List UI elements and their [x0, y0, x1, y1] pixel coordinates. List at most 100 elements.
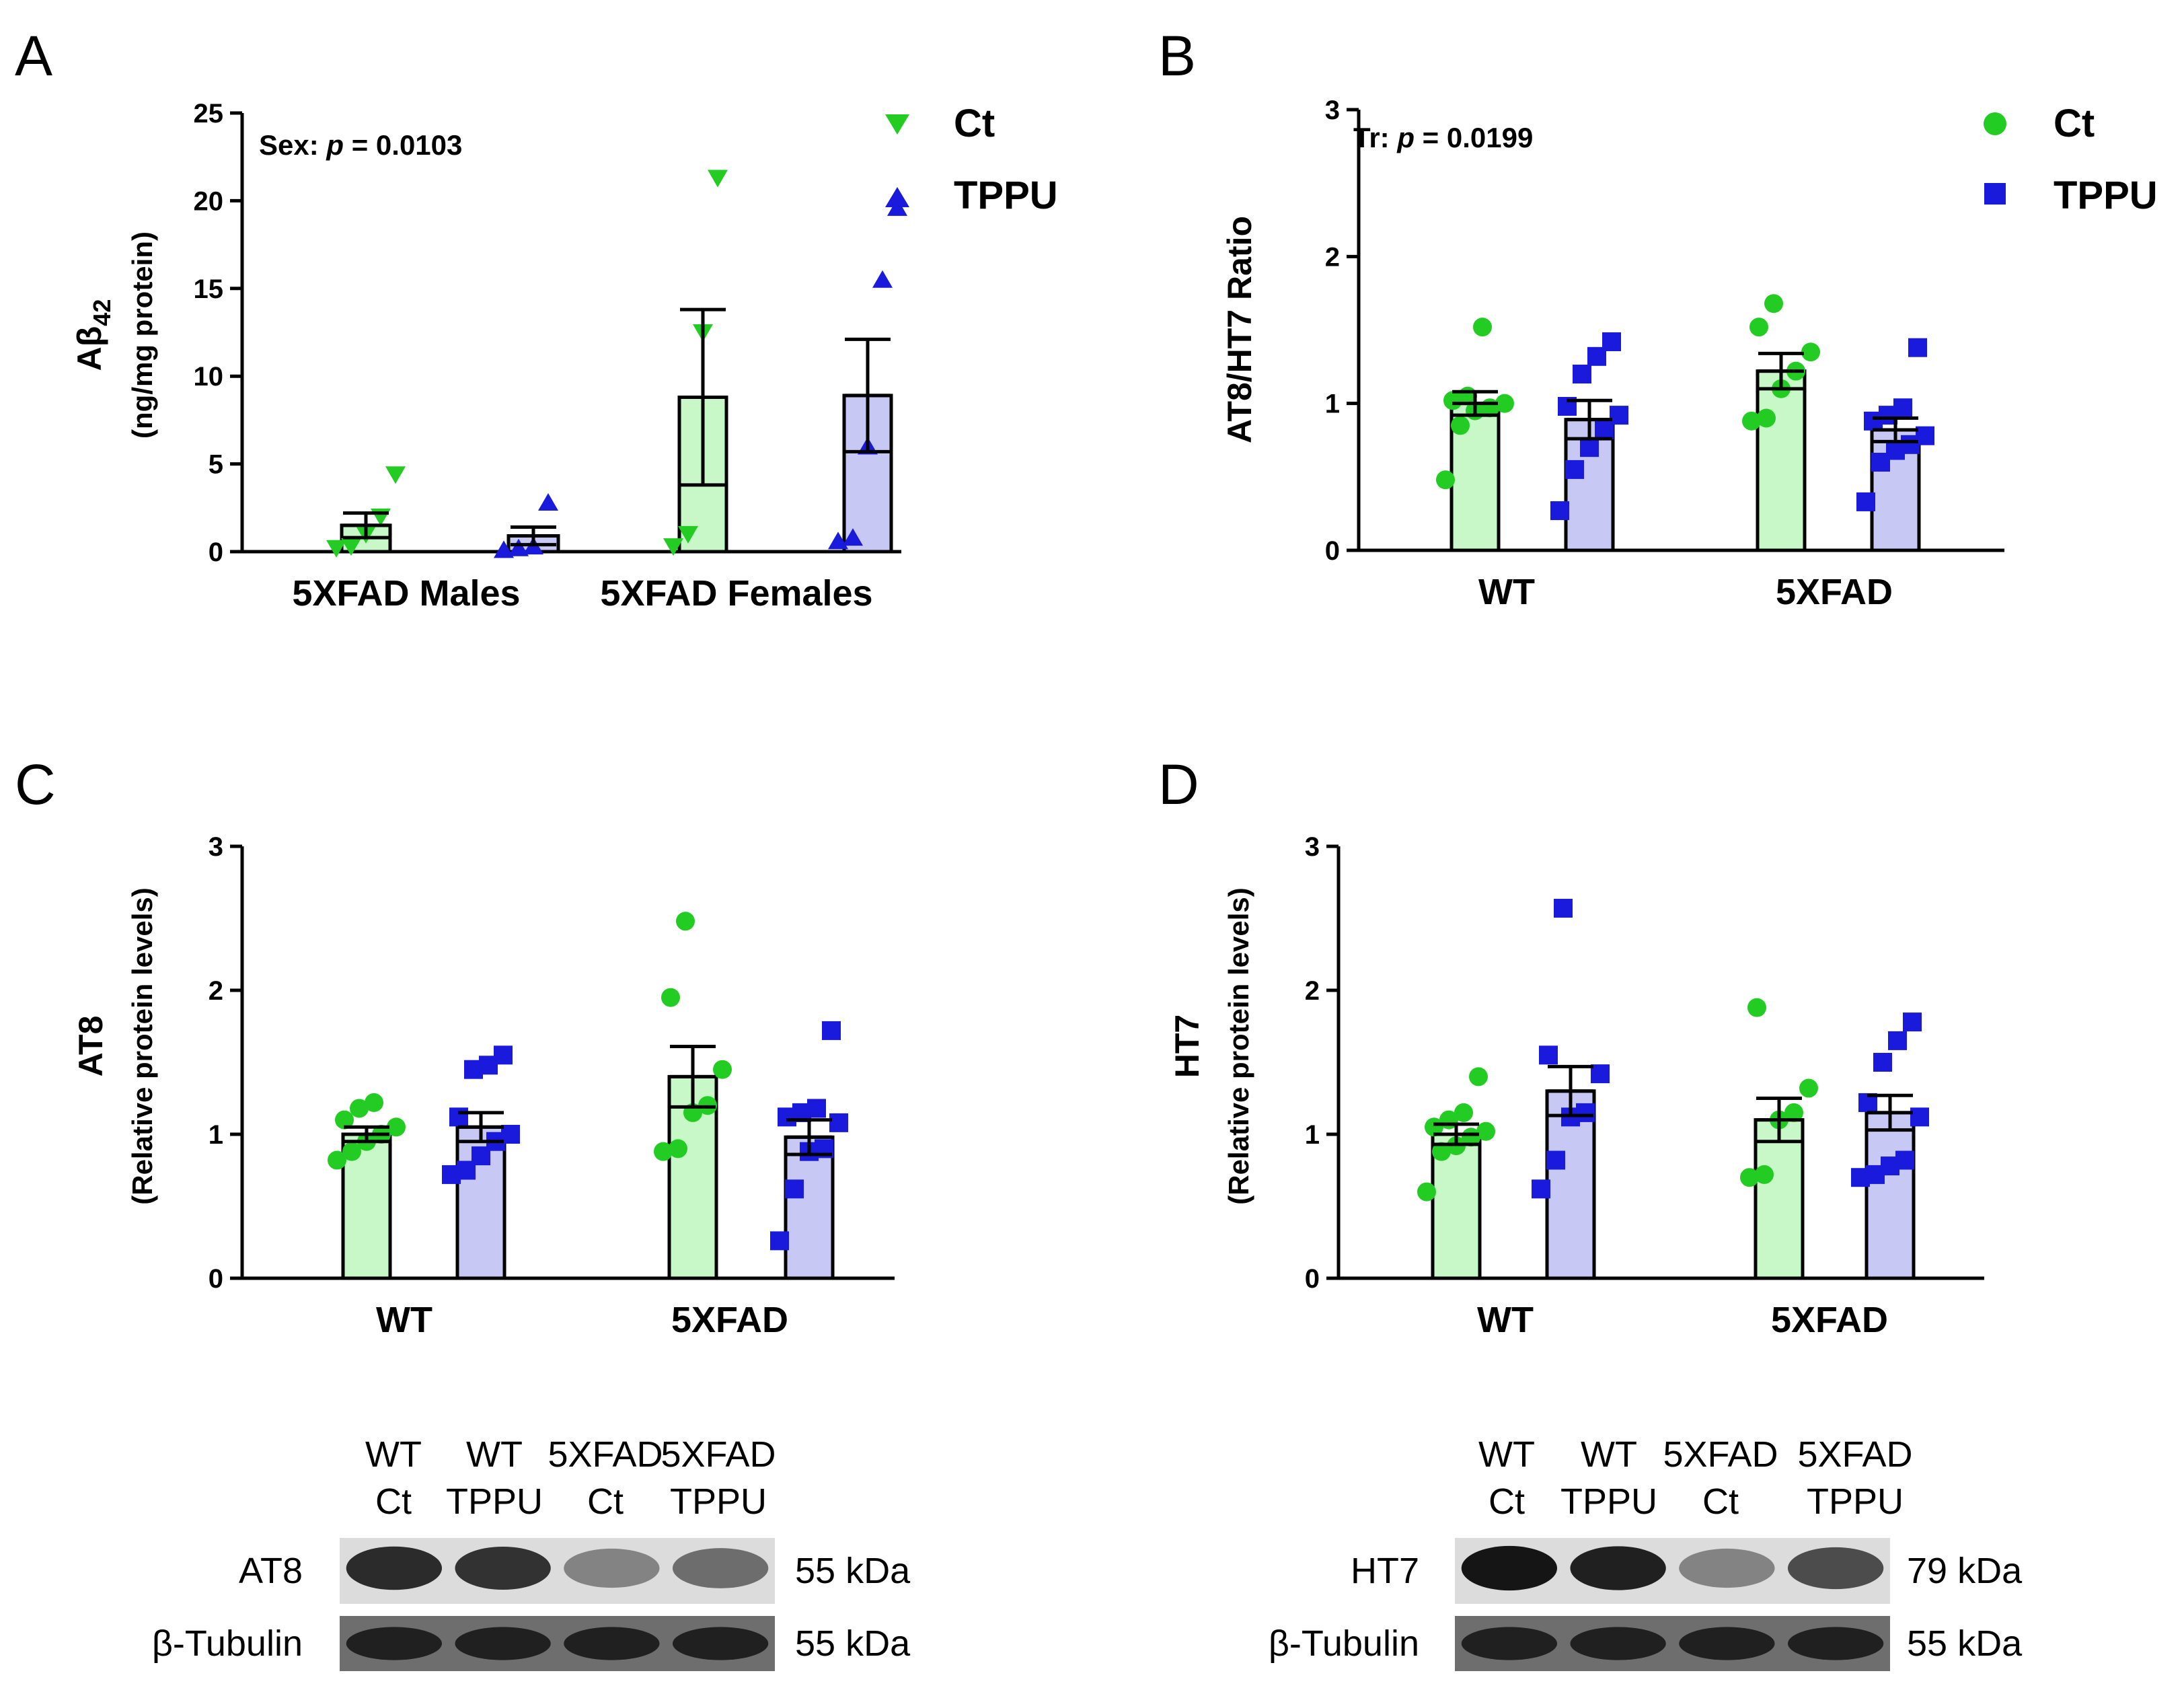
blot-molecular-weight: 55 kDa: [1907, 1623, 2023, 1664]
point-tppu: [1610, 406, 1628, 425]
point-ct: [371, 508, 391, 526]
y-tick-label: 2: [1305, 976, 1320, 1006]
point-tppu: [494, 1045, 513, 1065]
lane-label-genotype: WT: [1581, 1434, 1637, 1475]
legend-tppu-label: TPPU: [2054, 174, 2158, 217]
point-ct: [663, 538, 683, 556]
lane-label-treatment: Ct: [1702, 1481, 1739, 1522]
point-tppu: [828, 531, 848, 550]
point-tppu: [1910, 1107, 1929, 1127]
blot-band: [672, 1548, 769, 1588]
point-tppu: [1908, 338, 1927, 357]
y-tick-label: 0: [209, 1264, 223, 1294]
point-ct: [654, 1142, 673, 1161]
panel-a-ylabel-unit: (ng/mg protein): [126, 231, 158, 439]
panel-a: A Sex: p = 0.0103 Aβ42 (ng/mg protein) 0…: [15, 24, 1058, 614]
point-ct: [350, 1099, 369, 1118]
point-ct: [1742, 411, 1761, 431]
panel-label-b: B: [1158, 24, 1196, 87]
y-tick-label: 5: [209, 450, 223, 480]
point-tppu: [1916, 426, 1934, 445]
point-tppu: [1903, 1012, 1922, 1032]
blot-band: [1679, 1548, 1775, 1588]
point-ct: [1476, 1121, 1495, 1141]
point-tppu: [1550, 501, 1569, 521]
point-ct: [342, 1142, 361, 1161]
x-category-label: 5XFAD: [1776, 572, 1893, 612]
panel-a-ylabel: Aβ42: [71, 299, 116, 371]
y-tick-label: 0: [1325, 536, 1340, 566]
point-ct: [1495, 394, 1514, 413]
point-ct: [713, 1060, 732, 1079]
lane-label-genotype: 5XFAD: [1663, 1434, 1778, 1475]
point-tppu: [770, 1231, 789, 1251]
point-ct: [1469, 1067, 1488, 1087]
point-tppu: [1856, 492, 1875, 511]
blot-band: [1570, 1546, 1666, 1590]
blot-band: [672, 1627, 769, 1660]
point-tppu: [501, 1125, 520, 1144]
panel-d-ylabel-unit: (Relative protein levels): [1223, 887, 1254, 1205]
point-ct: [1425, 1117, 1443, 1137]
panel-label-d: D: [1158, 753, 1199, 816]
point-ct: [1740, 1168, 1759, 1187]
panel-a-annotation: Sex: p = 0.0103: [259, 129, 462, 161]
blot-band: [346, 1627, 443, 1660]
point-ct: [678, 525, 698, 544]
point-ct: [1462, 1128, 1480, 1147]
blot-molecular-weight: 79 kDa: [1907, 1551, 2023, 1591]
point-tppu: [1602, 332, 1621, 351]
lane-label-genotype: WT: [1478, 1434, 1535, 1475]
point-tppu: [1565, 459, 1584, 479]
panel-c-ylabel: AT8: [72, 1016, 110, 1077]
point-ct: [1432, 1142, 1451, 1161]
panel-a-plot: 0 5 10 15 20 25 5XFAD Males 5XFAD Females: [194, 99, 907, 614]
lane-label-treatment: Ct: [1489, 1481, 1525, 1522]
y-tick-label: 1: [1325, 390, 1340, 419]
point-tppu: [1893, 398, 1912, 418]
bar-ct-1: [1754, 1118, 1805, 1280]
blot-band: [455, 1546, 551, 1590]
x-category-label: 5XFAD: [671, 1300, 788, 1340]
y-tick-label: 2: [1325, 242, 1340, 272]
y-tick-label: 20: [194, 186, 224, 216]
blot-band: [1679, 1627, 1775, 1660]
point-tppu: [807, 1099, 826, 1118]
point-tppu: [822, 1021, 841, 1040]
blot-row-label: AT8: [239, 1551, 303, 1591]
point-tppu: [1573, 365, 1591, 383]
y-tick-label: 2: [209, 976, 223, 1006]
point-ct: [1473, 318, 1492, 337]
lane-label-treatment: TPPU: [670, 1481, 767, 1522]
blot-band: [1461, 1545, 1558, 1591]
point-ct: [385, 466, 406, 484]
y-tick-label: 15: [194, 274, 224, 304]
panel-d-ylabel: HT7: [1168, 1015, 1206, 1078]
blot-row-label: β-Tubulin: [152, 1623, 303, 1664]
panel-c-plot: 0 1 2 3 WT 5XFAD: [209, 832, 895, 1340]
legend-tppu-marker: [885, 187, 909, 207]
point-tppu: [1895, 1150, 1914, 1170]
panel-d: D HT7 (Relative protein levels) 0 1 2 3 WT 5X…: [1158, 753, 1984, 1340]
x-category-label: 5XFAD: [1771, 1300, 1888, 1340]
blot-molecular-weight: 55 kDa: [795, 1623, 911, 1664]
point-tppu: [1546, 1150, 1565, 1170]
bar-tppu-1: [1865, 1111, 1916, 1280]
panel-b-plot: 0 1 2 3 WT 5XFAD: [1325, 96, 2004, 612]
panel-b: B Tr: p = 0.0199 AT8/HT7 Ratio 0 1 2 3 WT 5XF…: [1158, 24, 2158, 612]
blot-band: [346, 1546, 443, 1590]
panel-b-ylabel: AT8/HT7 Ratio: [1221, 216, 1258, 443]
panel-c-ylabel-unit: (Relative protein levels): [126, 887, 158, 1205]
point-ct: [1454, 1103, 1473, 1122]
blot-row-label: β-Tubulin: [1269, 1623, 1419, 1664]
x-category-label: WT: [376, 1300, 432, 1340]
panel-label-c: C: [15, 753, 56, 816]
point-tppu: [1576, 1103, 1595, 1122]
y-tick-label: 0: [1305, 1264, 1320, 1294]
point-ct: [1755, 1165, 1774, 1184]
point-ct: [341, 538, 361, 556]
lane-label-treatment: TPPU: [1560, 1481, 1657, 1522]
point-tppu: [509, 538, 529, 556]
bar-ct-0: [1431, 1132, 1482, 1280]
